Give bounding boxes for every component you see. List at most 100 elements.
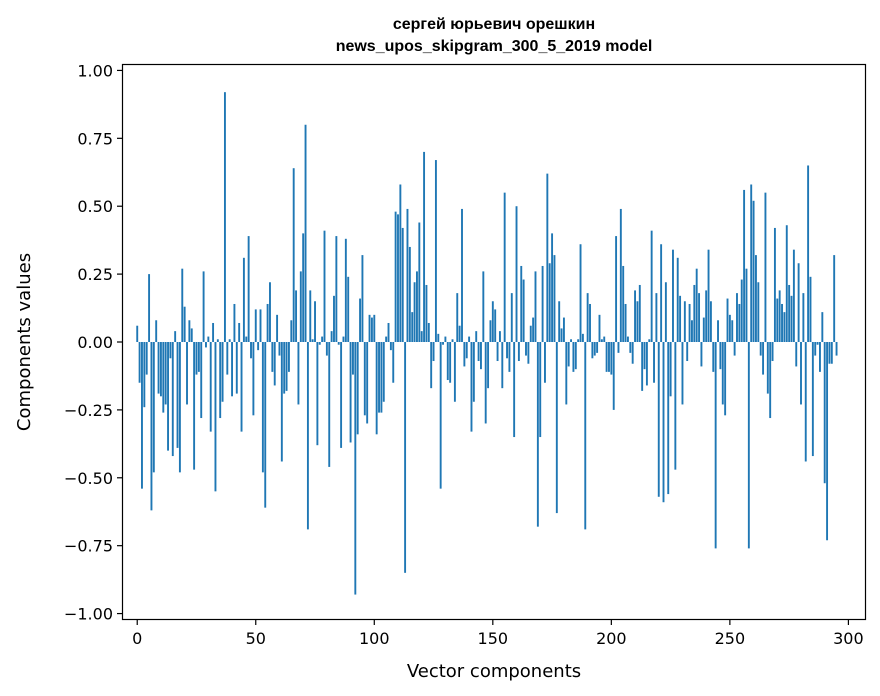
bar — [404, 342, 407, 573]
bar — [157, 342, 160, 394]
bar — [354, 342, 357, 595]
bar — [446, 342, 449, 381]
bar — [304, 124, 307, 342]
bar — [491, 301, 494, 342]
bar — [223, 92, 226, 342]
bar — [513, 342, 516, 438]
bar — [472, 342, 475, 402]
bar — [496, 342, 499, 362]
bar — [660, 244, 663, 342]
bar — [214, 342, 217, 492]
bar — [361, 255, 364, 342]
y-tick-label: 0.50 — [77, 197, 113, 216]
bar — [164, 342, 167, 405]
bar — [449, 342, 452, 383]
bar — [702, 317, 705, 342]
bar — [795, 342, 798, 367]
bar — [738, 303, 741, 342]
bar — [783, 312, 786, 342]
bar — [819, 342, 821, 372]
bar — [368, 314, 371, 342]
bar — [148, 274, 151, 342]
bar — [683, 301, 686, 342]
bar — [662, 342, 665, 503]
bar — [736, 293, 738, 342]
bar — [287, 342, 290, 372]
bar — [804, 342, 807, 462]
y-tick-label: −0.50 — [64, 469, 113, 488]
bar — [750, 184, 753, 342]
bar — [399, 184, 402, 342]
bar — [335, 236, 338, 342]
bar — [591, 342, 594, 359]
bar — [615, 236, 618, 342]
bar — [598, 314, 601, 342]
bar — [608, 342, 610, 372]
bar — [698, 293, 701, 342]
bar — [176, 342, 179, 448]
bar — [427, 322, 430, 342]
bar — [259, 309, 262, 342]
bar — [700, 342, 703, 367]
bar — [634, 290, 636, 342]
bar — [517, 342, 520, 362]
bar — [205, 342, 207, 348]
bar — [638, 284, 641, 342]
bar — [596, 342, 599, 353]
bar — [714, 342, 717, 549]
bar — [631, 342, 634, 364]
bar — [693, 284, 696, 342]
bar — [470, 342, 473, 432]
bar — [171, 342, 174, 457]
bar — [321, 336, 324, 342]
bar — [522, 279, 525, 342]
bar — [740, 279, 743, 342]
bar — [283, 342, 286, 394]
bar — [593, 342, 596, 356]
bar — [489, 320, 492, 342]
bar — [451, 339, 454, 342]
bar — [439, 342, 442, 489]
bar — [340, 342, 343, 448]
bar — [681, 342, 684, 405]
bar — [200, 342, 203, 419]
bar — [802, 293, 805, 342]
bar — [555, 342, 558, 514]
bar — [548, 263, 551, 342]
bar — [269, 282, 271, 342]
bar — [167, 342, 169, 451]
bar — [645, 342, 648, 386]
bar — [769, 342, 772, 419]
bar — [323, 230, 326, 342]
bar — [330, 331, 333, 342]
bar — [672, 249, 674, 342]
bar — [318, 342, 321, 345]
bar — [273, 342, 276, 386]
bar — [233, 303, 236, 342]
bar — [688, 303, 691, 342]
bar — [359, 298, 362, 342]
bar — [529, 325, 532, 342]
bar — [375, 342, 378, 435]
bar — [577, 339, 580, 342]
bar — [349, 342, 352, 443]
bar — [416, 271, 418, 342]
bar — [136, 325, 139, 342]
bar — [612, 342, 615, 410]
bar — [141, 342, 143, 489]
bar — [145, 342, 148, 375]
bar — [807, 165, 810, 342]
bar — [316, 342, 319, 446]
chart-title-line1: сергей юрьевич орешкин — [393, 16, 595, 33]
bar — [266, 303, 269, 342]
bar — [764, 192, 767, 342]
bar — [778, 290, 781, 342]
bar — [231, 342, 233, 397]
bar — [617, 342, 620, 353]
bar — [762, 342, 765, 375]
bar — [536, 342, 539, 527]
bar — [719, 342, 722, 370]
bar — [193, 342, 196, 470]
plot-frame — [121, 63, 867, 621]
bar — [406, 208, 409, 342]
